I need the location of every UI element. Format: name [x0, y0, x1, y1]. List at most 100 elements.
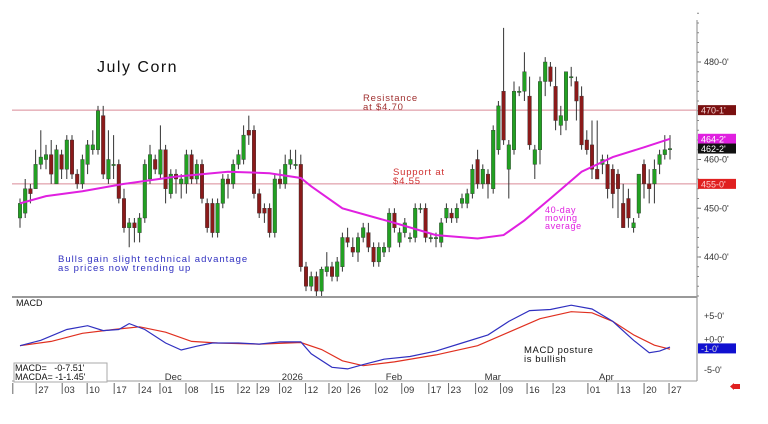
candle-up: [636, 173, 641, 214]
candle-up: [184, 154, 189, 185]
candle-up: [564, 71, 569, 121]
date-tick-label: 17: [116, 385, 127, 396]
date-tick-label: 02: [378, 385, 389, 396]
candle-up: [543, 61, 548, 82]
candle-down: [595, 169, 600, 180]
date-tick-label: 10: [89, 385, 100, 396]
scroll-left-arrow-icon[interactable]: [730, 383, 734, 390]
candle-down: [163, 149, 168, 189]
candle-down: [49, 154, 54, 175]
candle-up: [158, 149, 163, 175]
bulls-note-2: as prices now trending up: [58, 263, 191, 274]
moving-average-line: [19, 137, 671, 240]
candle-down: [392, 212, 397, 228]
candle-up: [558, 115, 563, 126]
candle-down: [101, 115, 106, 175]
candle-up: [309, 276, 314, 287]
candle-down: [189, 154, 194, 180]
candle-down: [75, 173, 80, 185]
price-flag-label: 470-1': [701, 106, 726, 116]
candle-up: [538, 81, 543, 150]
support-label: Support at: [393, 167, 445, 178]
candle-up: [408, 237, 413, 239]
date-tick-label: 01: [590, 385, 601, 396]
macd-note-1: MACD posture: [524, 345, 594, 356]
candle-up: [324, 266, 329, 272]
date-tick-label: 08: [188, 385, 199, 396]
candle-up: [340, 237, 345, 267]
resistance-value: at $4.70: [363, 102, 404, 113]
candle-up: [657, 154, 662, 165]
candle-up: [95, 110, 100, 150]
candle-up: [142, 164, 147, 219]
candle-down: [553, 86, 558, 121]
candle-down: [475, 159, 480, 185]
date-tick-label: 23: [451, 385, 462, 396]
price-tick-label: 460-0': [704, 155, 729, 165]
candle-up: [522, 71, 527, 92]
candle-down: [527, 95, 532, 146]
candle-down: [257, 193, 262, 214]
macd-tick-label: +5-0': [704, 311, 724, 321]
candle-down: [423, 208, 428, 238]
month-label: 2026: [282, 372, 303, 383]
candle-down: [579, 95, 584, 146]
date-tick-label: 23: [555, 385, 566, 396]
candle-up: [387, 212, 392, 248]
candle-up: [569, 76, 574, 79]
candle-up: [194, 164, 199, 180]
candle-up: [215, 203, 220, 233]
candle-up: [220, 178, 225, 204]
date-tick-label: 17: [431, 385, 442, 396]
candle-up: [496, 105, 501, 150]
candle-up: [668, 148, 673, 150]
support-value: $4.55: [393, 176, 421, 187]
candle-down: [278, 178, 283, 185]
date-tick-label: 22: [240, 385, 251, 396]
candle-down: [345, 237, 350, 243]
date-tick-label: 02: [478, 385, 489, 396]
scroll-arrow-icon[interactable]: [734, 384, 740, 389]
candle-up: [80, 159, 85, 185]
candle-up: [231, 164, 236, 185]
candle-up: [491, 130, 496, 189]
candle-down: [449, 212, 454, 219]
date-tick-label: 24: [141, 385, 152, 396]
month-label: Apr: [599, 372, 614, 383]
candle-down: [610, 169, 615, 194]
candle-up: [283, 164, 288, 185]
date-tick-label: 29: [259, 385, 270, 396]
month-label: Dec: [165, 372, 182, 383]
candle-up: [44, 154, 49, 160]
candle-down: [626, 198, 631, 219]
price-flag-label: 462-2': [701, 144, 726, 154]
candle-up: [111, 164, 116, 166]
candle-down: [251, 130, 256, 194]
ma-label-2: moving: [545, 213, 578, 223]
candle-down: [298, 164, 303, 267]
candle-up: [382, 247, 387, 253]
candle-down: [205, 203, 210, 228]
macd-signal-line: [19, 311, 671, 367]
date-tick-label: 13: [620, 385, 631, 396]
candle-down: [486, 173, 491, 185]
candle-up: [38, 156, 43, 165]
candle-down: [330, 266, 335, 277]
price-tick-label: 480-0': [704, 57, 729, 67]
candle-up: [179, 178, 184, 185]
candle-up: [444, 208, 449, 219]
candle-up: [356, 237, 361, 253]
date-tick-label: 26: [350, 385, 361, 396]
date-tick-label: 27: [671, 385, 682, 396]
candle-down: [584, 139, 589, 150]
candle-up: [480, 169, 485, 185]
candle-up: [106, 159, 111, 180]
price-flag: [698, 133, 736, 144]
candle-up: [454, 208, 459, 219]
candle-down: [225, 178, 230, 185]
candle-up: [127, 222, 132, 228]
candle-down: [132, 222, 137, 228]
candle-up: [90, 144, 95, 150]
macd-readout-box: [13, 362, 108, 383]
candle-down: [121, 198, 126, 228]
